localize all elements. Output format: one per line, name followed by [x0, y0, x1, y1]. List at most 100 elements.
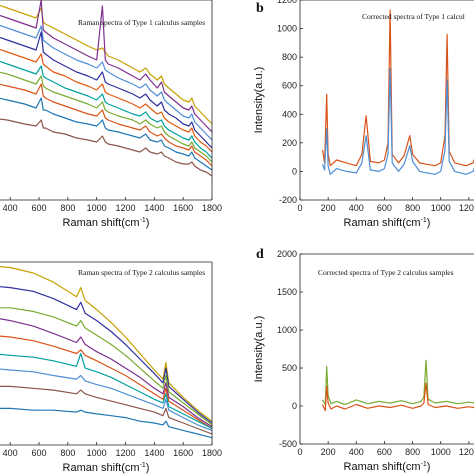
x-axis-label-suffix: ) [146, 462, 150, 474]
x-tick-label: 600 [377, 203, 392, 213]
panel-title: Raman spectra of Type 1 calculus samples [78, 18, 205, 27]
x-axis-label-suffix: ) [427, 461, 431, 473]
series-line-3 [0, 307, 212, 426]
x-tick-label: 0 [297, 447, 302, 457]
x-tick-label: 400 [3, 203, 18, 213]
x-tick-label: 600 [31, 203, 46, 213]
x-axis-label-main: Raman shift(cm [63, 217, 140, 229]
x-tick-label: 1000 [431, 447, 451, 457]
x-axis-label-main: Raman shift(cm [63, 462, 140, 474]
series-line-1 [321, 359, 474, 406]
panel-b: 020040060080010001200-200020040060080010… [253, 0, 474, 229]
y-tick-label: -200 [279, 195, 297, 205]
x-axis-label: Raman shift(cm-1) [344, 461, 431, 473]
x-tick-label: 0 [297, 203, 302, 213]
panel-letter: d [256, 247, 264, 262]
x-tick-label: 1200 [115, 203, 135, 213]
y-tick-label: 600 [282, 81, 297, 91]
x-tick-label: 1000 [87, 203, 107, 213]
x-tick-label: 400 [3, 448, 18, 458]
series-line-8 [0, 83, 212, 167]
series-line-7 [0, 71, 212, 163]
panel-letter: b [256, 1, 264, 16]
series-line-6 [0, 352, 212, 430]
y-axis-label: Intensity(a.u.) [253, 316, 265, 383]
x-axis-label: Raman shift(cm-1) [63, 462, 150, 474]
y-tick-label: 1000 [277, 24, 297, 34]
y-tick-label: 1000 [277, 325, 297, 335]
y-tick-label: -500 [279, 439, 297, 449]
x-tick-label: 1000 [87, 448, 107, 458]
series-line-2 [321, 68, 474, 175]
series-line-6 [0, 60, 212, 159]
x-tick-label: 800 [405, 203, 420, 213]
x-tick-label: 1000 [431, 203, 451, 213]
x-tick-label: 600 [377, 447, 392, 457]
x-tick-label: 800 [60, 448, 75, 458]
series-line-4 [0, 318, 212, 428]
x-tick-label: 1400 [144, 203, 164, 213]
series-line-7 [0, 368, 212, 431]
series-line-9 [0, 97, 212, 171]
x-tick-label: 1200 [459, 447, 474, 457]
y-tick-label: 400 [282, 109, 297, 119]
x-axis-label-main: Raman shift(cm [344, 461, 421, 473]
series-line-3 [0, 24, 212, 141]
series-line-2 [0, 0, 212, 133]
x-tick-label: 800 [405, 447, 420, 457]
panel-c: 400 600 800 1000 1200 1400 1600 1800 Raman shift… [0, 261, 222, 474]
x-tick-label: 200 [321, 447, 336, 457]
series-line-1 [0, 265, 212, 422]
x-tick-label: 200 [321, 203, 336, 213]
series-group [0, 265, 212, 439]
series-line-1 [0, 4, 212, 125]
series-group [321, 9, 474, 175]
x-axis-label-superscript: -1 [140, 462, 146, 469]
panel-a: 400 600 800 1000 1200 1400 1600 1800 Raman shift… [0, 0, 222, 229]
y-tick-label: 0 [292, 166, 297, 176]
x-axis-label: Raman shift(cm-1) [63, 217, 150, 229]
series-line-9 [0, 407, 212, 439]
x-axis-label: Raman shift(cm-1) [344, 217, 431, 229]
y-tick-label: 200 [282, 138, 297, 148]
series-line-2 [321, 382, 474, 412]
series-group [0, 0, 212, 177]
x-axis-label-suffix: ) [427, 217, 431, 229]
y-tick-label: 500 [282, 363, 297, 373]
x-tick-label: 1600 [173, 203, 193, 213]
series-line-2 [0, 286, 212, 424]
y-tick-label: 2000 [277, 249, 297, 259]
series-line-1 [321, 9, 474, 167]
x-tick-label: 1200 [115, 448, 135, 458]
x-tick-label: 800 [60, 203, 75, 213]
x-axis-label-superscript: -1 [421, 217, 427, 224]
x-tick-label: 400 [349, 203, 364, 213]
x-tick-label: 1200 [459, 203, 474, 213]
y-tick-label: 0 [292, 401, 297, 411]
x-tick-label: 1400 [144, 448, 164, 458]
x-axis-label-main: Raman shift(cm [344, 217, 421, 229]
y-axis-label: Intensity(a.u.) [253, 67, 265, 134]
x-axis-label-superscript: -1 [140, 217, 146, 224]
x-axis-label-superscript: -1 [421, 461, 427, 468]
x-tick-label: 1800 [202, 448, 222, 458]
series-line-5 [0, 335, 212, 430]
y-tick-label: 800 [282, 52, 297, 62]
x-tick-label: 600 [31, 448, 46, 458]
x-axis-label-suffix: ) [146, 217, 150, 229]
panel-title: Corrected spectra of Type 2 calculus sam… [318, 268, 454, 277]
y-tick-label: 1200 [277, 0, 297, 5]
x-tick-label: 1600 [173, 448, 193, 458]
panel-d: 020040060080010001200-500050010001500200… [253, 247, 474, 473]
series-line-10 [0, 118, 212, 177]
x-tick-label: 400 [349, 447, 364, 457]
y-tick-label: 1500 [277, 287, 297, 297]
x-tick-label: 1800 [202, 203, 222, 213]
series-group [321, 359, 474, 412]
panel-title: Corrected spectra of Type 1 calcul [362, 12, 465, 21]
series-line-4 [0, 31, 212, 149]
series-line-5 [0, 48, 212, 153]
panel-title: Raman spectra of Type 2 calculus samples [78, 268, 205, 277]
